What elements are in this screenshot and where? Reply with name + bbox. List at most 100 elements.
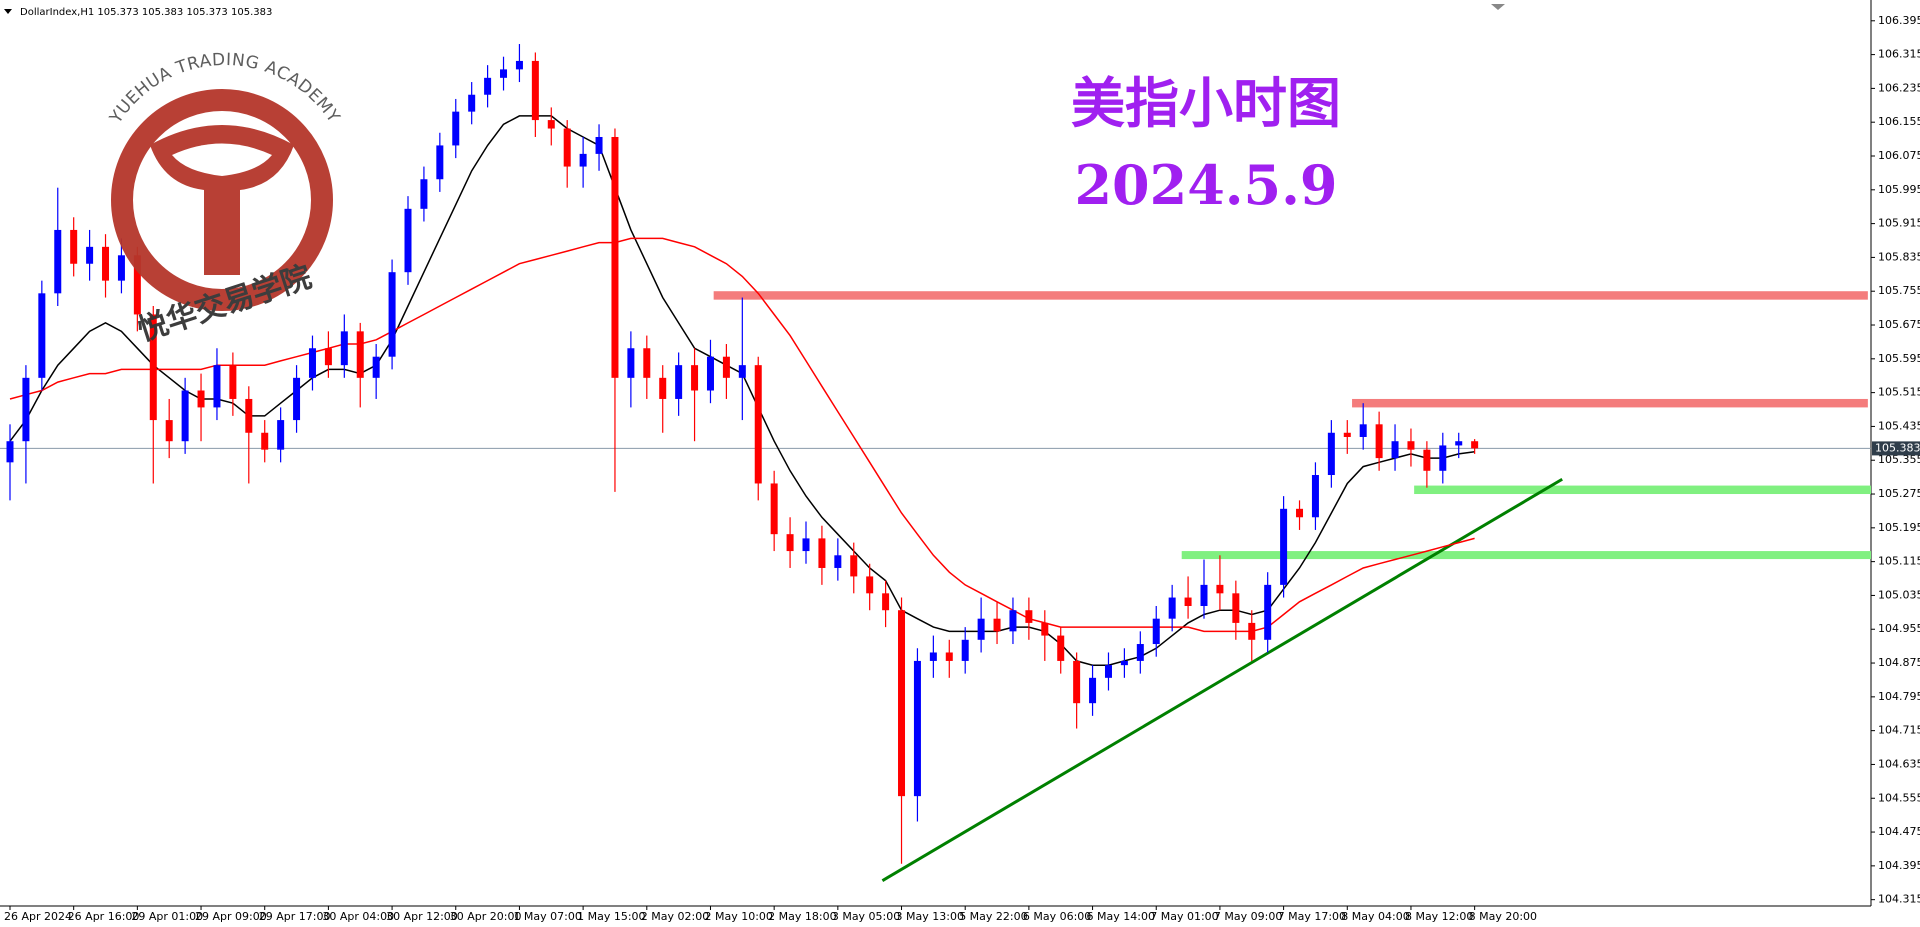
- x-tick-label: 30 Apr 12:00: [386, 910, 458, 923]
- x-tick-label: 8 May 20:00: [1469, 910, 1537, 923]
- candle-body: [1200, 584, 1208, 606]
- x-tick-label: 26 Apr 16:00: [68, 910, 140, 923]
- y-tick-label: 104.555: [1878, 791, 1920, 804]
- x-tick-label: 3 May 13:00: [896, 910, 964, 923]
- candle-body: [579, 153, 587, 167]
- candle-body: [627, 348, 635, 378]
- logo-ring: [111, 89, 333, 311]
- x-tick-label: 1 May 15:00: [577, 910, 645, 923]
- candle-body: [1359, 424, 1367, 437]
- x-tick-label: 8 May 12:00: [1405, 910, 1473, 923]
- candle-body: [1471, 441, 1479, 449]
- y-tick-label: 105.835: [1878, 250, 1920, 263]
- candle-body: [786, 534, 794, 552]
- candle-body: [913, 660, 921, 797]
- candle-body: [500, 69, 508, 78]
- y-tick-label: 104.955: [1878, 622, 1920, 635]
- candle-body: [420, 179, 428, 209]
- y-tick-label: 105.435: [1878, 419, 1920, 432]
- candle-body: [882, 593, 890, 611]
- candle-body: [770, 483, 778, 535]
- y-tick-label: 105.515: [1878, 386, 1920, 399]
- candle-body: [22, 377, 30, 442]
- candle-body: [850, 555, 858, 577]
- candle-body: [1248, 622, 1256, 640]
- x-tick-label: 29 Apr 09:00: [195, 910, 267, 923]
- candle-body: [611, 136, 619, 378]
- y-tick-label: 105.035: [1878, 588, 1920, 601]
- candle-body: [1216, 584, 1224, 594]
- candle-body: [261, 432, 269, 450]
- header-arrow: [4, 9, 12, 14]
- candle-body: [149, 314, 157, 421]
- candle-body: [436, 145, 444, 180]
- y-tick-label: 105.755: [1878, 284, 1920, 297]
- candle-body: [1009, 610, 1017, 632]
- candle-body: [1423, 449, 1431, 471]
- candle-body: [1296, 508, 1304, 518]
- candle-body: [404, 208, 412, 273]
- candle-body: [1089, 677, 1097, 704]
- candle-body: [86, 246, 94, 264]
- candle-body: [181, 390, 189, 442]
- candle-body: [818, 538, 826, 568]
- y-tick-label: 104.635: [1878, 757, 1920, 770]
- candle-body: [659, 377, 667, 399]
- zone: [1181, 551, 1871, 560]
- candle-body: [929, 652, 937, 661]
- candle-body: [308, 348, 316, 378]
- scroll-marker: [1491, 4, 1505, 10]
- y-tick-label: 104.475: [1878, 825, 1920, 838]
- moving-average: [9, 237, 1475, 633]
- y-tick-label: 104.795: [1878, 690, 1920, 703]
- last-price-label: 105.383: [1875, 441, 1920, 454]
- candle-body: [1232, 593, 1240, 623]
- candle-body: [675, 365, 683, 399]
- x-tick-label: 8 May 04:00: [1341, 910, 1409, 923]
- y-tick-label: 105.115: [1878, 555, 1920, 568]
- y-tick-label: 105.915: [1878, 217, 1920, 230]
- logo-emblem-inner: [172, 143, 272, 176]
- y-tick-label: 104.875: [1878, 656, 1920, 669]
- candle-body: [70, 229, 78, 264]
- x-tick-label: 7 May 09:00: [1214, 910, 1282, 923]
- trend-line: [881, 477, 1563, 882]
- x-tick-label: 6 May 14:00: [1087, 910, 1155, 923]
- candle-body: [484, 77, 492, 95]
- candle-body: [1168, 597, 1176, 619]
- zone: [713, 291, 1868, 300]
- y-tick-label: 106.235: [1878, 81, 1920, 94]
- candle-body: [802, 538, 810, 552]
- zone: [1352, 398, 1868, 408]
- x-tick-label: 29 Apr 17:00: [259, 910, 331, 923]
- x-tick-label: 26 Apr 2024: [4, 910, 72, 923]
- y-tick-label: 105.995: [1878, 183, 1920, 196]
- candle-body: [595, 136, 603, 154]
- candle-body: [1073, 660, 1081, 704]
- y-tick-label: 104.315: [1878, 893, 1920, 906]
- candle-body: [6, 441, 14, 463]
- candle-body: [1391, 441, 1399, 459]
- candle-body: [1152, 618, 1160, 645]
- candle-body: [1311, 475, 1319, 518]
- candle-body: [977, 618, 985, 640]
- candle-body: [1184, 597, 1192, 606]
- candle-body: [213, 365, 221, 408]
- candle-body: [324, 348, 332, 366]
- candle-body: [1327, 432, 1335, 476]
- candle-body: [1120, 660, 1128, 666]
- x-tick-label: 2 May 18:00: [768, 910, 836, 923]
- candle-body: [754, 365, 762, 484]
- candle-body: [133, 255, 141, 315]
- candle-body: [372, 356, 380, 378]
- x-tick-label: 30 Apr 04:00: [322, 910, 394, 923]
- zone: [1414, 485, 1871, 495]
- candle-body: [277, 420, 285, 450]
- candle-body: [197, 390, 205, 408]
- candle-body: [38, 293, 46, 378]
- candle-body: [229, 365, 237, 399]
- symbol-header: DollarIndex,H1 105.373 105.383 105.373 1…: [20, 7, 272, 18]
- x-tick-label: 5 May 22:00: [959, 910, 1027, 923]
